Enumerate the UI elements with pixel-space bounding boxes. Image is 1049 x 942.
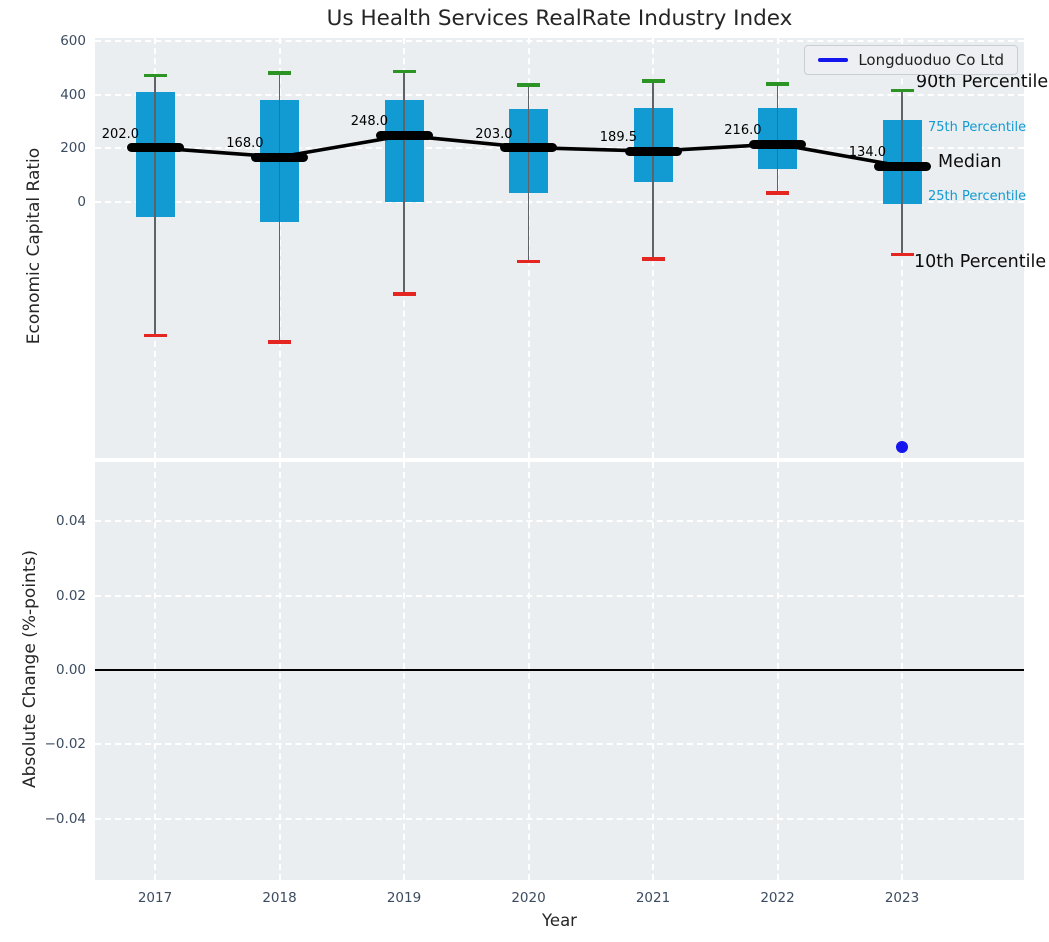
median-line-2022 <box>749 139 806 149</box>
chart-title: Us Health Services RealRate Industry Ind… <box>326 6 793 31</box>
gridline-horizontal <box>95 201 1024 204</box>
whisker-2018 <box>278 73 281 343</box>
p10-cap-2022 <box>766 191 789 195</box>
p10-cap-2017 <box>143 333 167 338</box>
median-value-label-2021: 189.5 <box>599 130 637 146</box>
median-line-2021 <box>624 146 682 156</box>
median-value-label-2019: 248.0 <box>350 114 388 130</box>
median-value-label-2020: 203.0 <box>475 126 513 142</box>
gridline-horizontal <box>95 743 1024 746</box>
y-tick-label: 0.04 <box>55 513 86 530</box>
x-tick-label: 2022 <box>760 890 795 906</box>
gridline-horizontal <box>95 594 1024 597</box>
p90-cap-2019 <box>392 69 416 74</box>
y-tick-label: 200 <box>60 140 86 157</box>
annotation-25th-percentile: 25th Percentile <box>928 189 1027 204</box>
x-tick-label: 2021 <box>635 890 671 906</box>
whisker-2017 <box>154 75 156 336</box>
gridline-horizontal <box>95 39 1024 42</box>
x-tick-label: 2023 <box>884 890 920 906</box>
legend-label: Longduoduo Co Ltd <box>858 51 1004 69</box>
legend: Longduoduo Co Ltd <box>804 45 1018 75</box>
y-tick-label: 0.02 <box>55 587 86 604</box>
top-axes-economic-capital-ratio: 202.0 168.0 248.0 203.0 189.5 216.0 134.0 Longd… <box>95 38 1024 458</box>
p90-cap-2017 <box>143 73 167 78</box>
median-value-label-2023: 134.0 <box>848 145 886 161</box>
annotation-median: Median <box>938 152 1002 172</box>
median-line-2018 <box>251 152 308 162</box>
x-tick-label: 2020 <box>511 890 546 906</box>
whisker-2020 <box>527 85 530 262</box>
whisker-2023 <box>901 90 903 255</box>
gridline-vertical <box>776 38 779 458</box>
median-connector-line <box>154 133 903 168</box>
gridline-horizontal <box>95 93 1024 96</box>
p90-cap-2023 <box>890 88 914 93</box>
x-axis-label: Year <box>542 911 577 930</box>
median-value-label-2017: 202.0 <box>101 126 139 142</box>
p90-cap-2021 <box>641 79 665 83</box>
p10-cap-2018 <box>268 340 291 344</box>
y-tick-label: 400 <box>60 86 86 103</box>
y-tick-label: −0.04 <box>44 810 86 827</box>
gridline-horizontal <box>95 520 1024 523</box>
whisker-2019 <box>403 71 405 294</box>
annotation-10th-percentile: 10th Percentile <box>914 252 1047 272</box>
p90-cap-2022 <box>766 82 789 86</box>
y-tick-label: 600 <box>60 32 86 49</box>
annotation-75th-percentile: 75th Percentile <box>928 120 1027 135</box>
whisker-2022 <box>776 83 779 193</box>
median-value-label-2022: 216.0 <box>724 123 762 139</box>
bottom-axes-absolute-change <box>95 462 1024 880</box>
annotation-90th-percentile: 90th Percentile <box>916 72 1049 92</box>
company-point <box>896 441 908 454</box>
p10-cap-2021 <box>641 257 665 261</box>
x-tick-label: 2019 <box>386 890 422 906</box>
p90-cap-2020 <box>517 83 540 87</box>
y-tick-label: −0.02 <box>44 736 86 753</box>
median-line-2020 <box>500 143 557 153</box>
p10-cap-2020 <box>517 259 540 264</box>
zero-change-line <box>95 669 1024 672</box>
median-line-2019 <box>375 130 433 140</box>
legend-line-sample <box>818 58 849 62</box>
x-tick-label: 2018 <box>262 890 297 906</box>
median-line-2023 <box>873 161 931 171</box>
whisker-2021 <box>652 81 654 259</box>
y-tick-label: 0.00 <box>55 662 86 679</box>
median-line-2017 <box>126 143 184 153</box>
x-tick-label: 2017 <box>137 890 173 906</box>
p90-cap-2018 <box>268 71 291 75</box>
p10-cap-2023 <box>890 252 914 257</box>
gridline-horizontal <box>95 817 1024 820</box>
p10-cap-2019 <box>392 292 416 296</box>
y-tick-label: 0 <box>77 194 86 211</box>
median-value-label-2018: 168.0 <box>226 136 264 151</box>
